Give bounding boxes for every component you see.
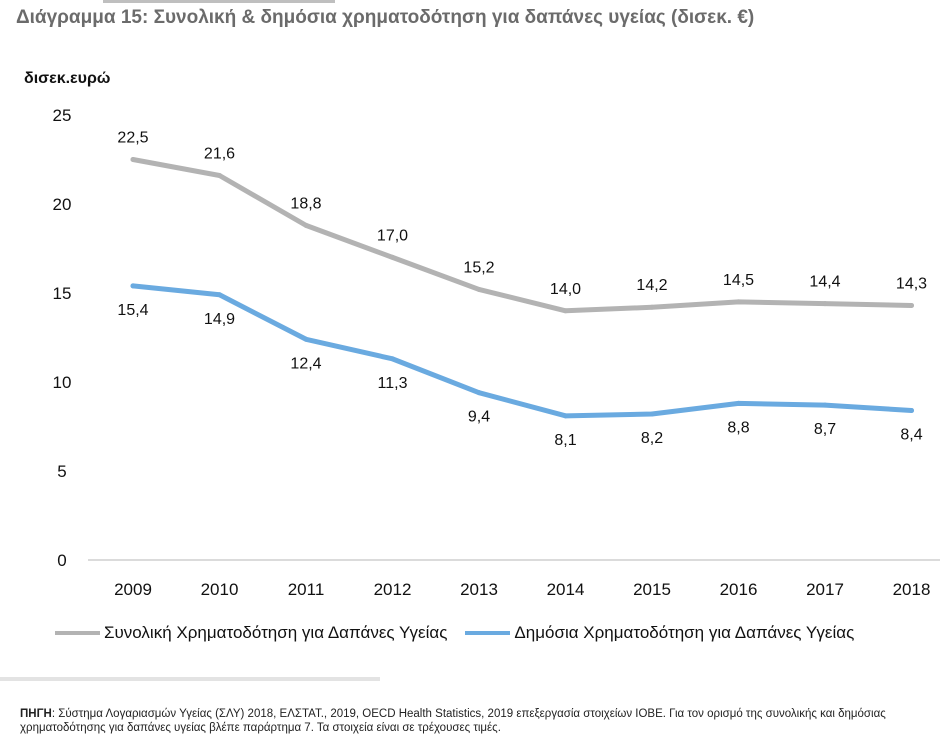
data-label: 15,4 xyxy=(117,302,148,319)
data-point xyxy=(303,336,309,342)
legend-label-total-funding: Συνολική Χρηματοδότηση για Δαπάνες Υγεία… xyxy=(104,623,448,642)
x-tick-label: 2014 xyxy=(547,580,585,599)
data-point xyxy=(390,356,395,362)
data-label: 8,7 xyxy=(814,421,836,438)
data-point xyxy=(563,308,568,314)
legend-item-public-funding: Δημόσια Χρηματοδότηση για Δαπάνες Υγείας xyxy=(465,623,854,643)
series-line-public-funding xyxy=(130,283,914,419)
data-label: 8,1 xyxy=(554,432,576,449)
y-tick-label: 25 xyxy=(53,106,72,125)
y-tick-label: 5 xyxy=(57,462,66,481)
legend-swatch-public-funding xyxy=(465,631,511,635)
data-label: 11,3 xyxy=(378,375,408,392)
x-tick-label: 2012 xyxy=(374,580,412,599)
data-label: 21,6 xyxy=(204,146,235,163)
data-point xyxy=(130,283,136,289)
y-tick-label: 20 xyxy=(53,195,72,214)
data-point xyxy=(303,222,309,228)
footer-decorative-rule xyxy=(0,677,380,681)
legend-swatch-total-funding xyxy=(55,631,100,635)
y-tick-label: 10 xyxy=(53,373,72,392)
x-tick-label: 2013 xyxy=(460,580,498,599)
source-note-text: : Σύστημα Λογαριασμών Υγείας (ΣΛΥ) 2018,… xyxy=(20,708,886,734)
source-note-label: ΠΗΓΗ xyxy=(20,708,52,720)
data-label: 14,9 xyxy=(204,311,235,328)
x-axis-ticks: 2009 2010 2011 2012 2013 2014 2015 2016 2017 2018 xyxy=(114,580,930,599)
data-point xyxy=(736,299,741,305)
top-decorative-rule xyxy=(103,0,335,3)
source-note: ΠΗΓΗ: Σύστημα Λογαριασμών Υγείας (ΣΛΥ) 2… xyxy=(20,707,925,735)
data-label: 17,0 xyxy=(377,227,408,244)
data-point xyxy=(822,402,828,408)
data-point xyxy=(909,302,914,308)
x-tick-label: 2011 xyxy=(288,580,325,599)
chart-legend: Συνολική Χρηματοδότηση για Δαπάνες Υγεία… xyxy=(55,620,940,646)
data-label: 15,2 xyxy=(463,259,494,276)
data-label: 8,4 xyxy=(900,426,922,443)
data-label: 14,3 xyxy=(896,275,927,292)
series-lines xyxy=(130,157,914,419)
data-point xyxy=(649,304,655,310)
data-label: 14,0 xyxy=(550,281,581,298)
legend-item-total-funding: Συνολική Χρηματοδότηση για Δαπάνες Υγεία… xyxy=(55,623,447,643)
data-label: 12,4 xyxy=(290,355,321,372)
data-label: 9,4 xyxy=(468,409,490,426)
y-tick-label: 0 xyxy=(57,551,66,570)
data-point xyxy=(476,286,482,292)
data-labels: 22,5 21,6 18,8 17,0 15,2 14,0 14,2 14,5 14,4 14,3… xyxy=(117,130,927,449)
y-tick-label: 15 xyxy=(53,284,72,303)
x-tick-label: 2009 xyxy=(114,580,152,599)
data-label: 14,2 xyxy=(636,277,667,294)
series-line-total-funding xyxy=(130,157,914,314)
x-tick-label: 2016 xyxy=(720,580,758,599)
data-point xyxy=(476,390,482,396)
data-point xyxy=(130,157,136,162)
data-point xyxy=(217,292,222,298)
x-tick-label: 2010 xyxy=(201,580,239,599)
legend-label-public-funding: Δημόσια Χρηματοδότηση για Δαπάνες Υγείας xyxy=(514,623,855,642)
chart-title: Διάγραμμα 15: Συνολική & δημόσια χρηματο… xyxy=(16,7,755,28)
data-label: 14,4 xyxy=(809,274,840,291)
x-tick-label: 2018 xyxy=(893,580,931,599)
data-label: 18,8 xyxy=(290,195,321,212)
data-point xyxy=(822,301,828,307)
y-axis-ticks: 0 5 10 15 20 25 xyxy=(53,106,72,570)
data-label: 22,5 xyxy=(117,130,148,147)
x-tick-label: 2017 xyxy=(806,580,844,599)
data-point xyxy=(909,407,914,413)
y-axis-unit-label: δισεκ.ευρώ xyxy=(24,70,111,87)
x-tick-label: 2015 xyxy=(633,580,671,599)
data-point xyxy=(563,413,568,419)
data-point xyxy=(736,400,741,406)
data-label: 8,2 xyxy=(641,430,663,447)
data-point xyxy=(390,254,395,260)
data-point xyxy=(217,173,222,179)
data-label: 14,5 xyxy=(723,272,754,289)
data-label: 8,8 xyxy=(727,419,749,436)
data-point xyxy=(649,411,655,417)
